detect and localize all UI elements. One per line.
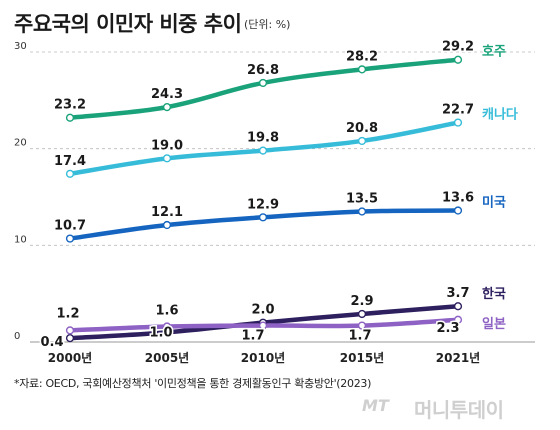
data-point	[65, 169, 75, 178]
data-point	[258, 213, 268, 222]
series-name-label: 캐나다	[482, 107, 518, 123]
data-point	[357, 65, 367, 74]
data-label: 2.0	[251, 303, 274, 318]
logo-text: 머니투데이	[414, 398, 504, 422]
data-label: 1.2	[56, 306, 79, 321]
source-note: *자료: OECD, 국회예산정책처 '이민정책을 통한 경제활동인구 확충방안…	[14, 377, 372, 390]
data-label: 12.1	[151, 205, 183, 220]
data-point	[162, 154, 172, 163]
data-point	[162, 102, 172, 112]
data-label: 19.8	[247, 131, 279, 146]
data-labels: 23.2 24.3 26.8 28.2 29.2 호주 17.4 19.0 19.8 20.8 22…	[39, 38, 518, 351]
data-point	[258, 321, 268, 330]
data-label: 0.4	[40, 335, 63, 350]
series-name-label: 일본	[482, 317, 506, 332]
y-tick-label: 10	[14, 234, 27, 245]
data-label: 1.0	[149, 325, 172, 340]
data-label: 13.6	[442, 191, 474, 206]
grid-layer: 0 10 20 30 2000년 2005년 2010년 2015년 2021년	[14, 41, 535, 365]
data-point	[357, 136, 367, 146]
data-point	[357, 207, 367, 216]
data-point	[258, 78, 268, 88]
data-label: 19.0	[151, 138, 183, 153]
series-name-label: 한국	[482, 286, 506, 302]
data-label: 2.3	[436, 321, 459, 336]
data-label: 23.2	[54, 98, 86, 113]
data-label: 10.7	[54, 219, 86, 234]
y-tick-label: 20	[14, 138, 27, 149]
data-point	[65, 334, 75, 343]
y-tick-label: 0	[14, 331, 20, 342]
data-point	[453, 315, 463, 324]
data-point	[453, 206, 463, 215]
data-label: 1.6	[155, 304, 178, 319]
x-tick-label: 2005년	[145, 351, 189, 365]
x-tick-label: 2021년	[436, 351, 480, 365]
data-label: 20.8	[346, 121, 378, 136]
data-label: 29.2	[442, 40, 474, 55]
data-point	[65, 234, 75, 243]
series-points	[65, 55, 463, 343]
x-tick-label: 2000년	[48, 351, 92, 365]
line-chart: 0 10 20 30 2000년 2005년 2010년 2015년 2021년 23.2 24.…	[14, 38, 535, 365]
x-tick-label: 2010년	[241, 351, 285, 365]
data-point	[453, 302, 463, 311]
logo-mt: MT	[362, 396, 389, 415]
data-label: 1.7	[241, 329, 264, 344]
publisher-logo: MT 머니투데이	[362, 390, 552, 424]
data-label: 22.7	[442, 103, 474, 118]
data-label: 12.9	[247, 197, 279, 212]
data-point	[357, 321, 367, 330]
data-label: 2.9	[350, 294, 373, 309]
data-point	[357, 309, 367, 319]
data-point	[162, 220, 172, 230]
data-point	[453, 118, 463, 127]
data-point	[65, 113, 75, 122]
y-tick-label: 30	[14, 41, 27, 52]
series-name-label: 미국	[482, 195, 506, 211]
data-label: 13.5	[346, 192, 378, 207]
data-label: 24.3	[151, 87, 183, 102]
series-name-label: 호주	[482, 45, 506, 60]
data-point	[65, 326, 75, 335]
data-label: 3.7	[446, 286, 469, 301]
data-label: 1.7	[348, 329, 371, 344]
chart-unit: (단위: %)	[244, 18, 291, 31]
data-label: 17.4	[54, 154, 86, 169]
data-label: 28.2	[346, 49, 378, 64]
data-point	[162, 322, 172, 331]
data-label: 26.8	[247, 63, 279, 78]
chart-title: 주요국의 이민자 비중 추이	[14, 12, 242, 36]
data-point	[453, 55, 463, 64]
x-tick-label: 2015년	[340, 351, 384, 365]
data-point	[258, 146, 268, 155]
